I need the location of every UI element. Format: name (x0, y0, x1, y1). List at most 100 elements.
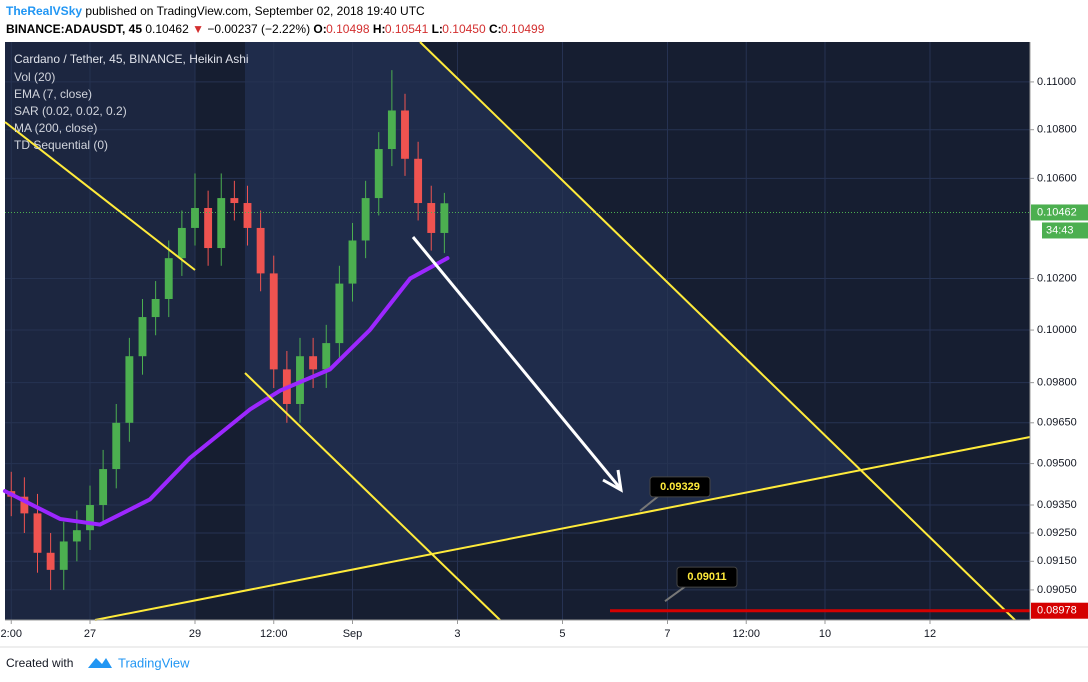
y-tick-label: 0.09800 (1037, 377, 1077, 389)
ohlc-key: C: (489, 22, 502, 36)
candle-body (401, 110, 409, 159)
candle-body (125, 356, 134, 423)
candle-body (361, 198, 370, 241)
ohlc-key: O: (313, 22, 327, 36)
callout-pointer (664, 584, 688, 602)
trend-line (244, 372, 501, 621)
candle-body (86, 505, 94, 531)
ohlc: O: 0.10498 H: 0.10541 L: 0.10450 C: 0.10… (313, 22, 544, 36)
legend-entry: MA (200, close) (14, 121, 97, 135)
legend-entry: SAR (0.02, 0.02, 0.2) (14, 104, 127, 118)
candle-body (322, 343, 331, 370)
last: 0.10462 (145, 22, 189, 36)
x-tick-label: 2:00 (1, 628, 22, 640)
ohlc-value: 0.10498 (326, 22, 370, 36)
candle-body (374, 149, 383, 199)
candle-body (440, 203, 449, 233)
brand[interactable]: TradingView (118, 655, 190, 670)
candle-body (177, 227, 186, 259)
x-tick-label: 12 (924, 628, 936, 640)
x-tick-label: 12:00 (260, 628, 288, 640)
candle-body (335, 283, 344, 344)
shade (5, 42, 195, 620)
candle-body (46, 552, 55, 570)
callout-box (676, 566, 738, 588)
y-tick-label: 0.10200 (1037, 272, 1077, 284)
ohlc-key: L: (431, 22, 443, 36)
y-tick-label: 0.09050 (1037, 584, 1077, 596)
y-tick-label: 0.10000 (1037, 324, 1077, 336)
x-tick-label: 10 (819, 628, 831, 640)
published: published on TradingView.com, September … (85, 4, 425, 18)
candle-body (204, 207, 213, 249)
x-tick-label: Sep (343, 628, 363, 640)
candle-body (191, 207, 199, 228)
y-tick-label: 0.09350 (1037, 499, 1077, 511)
arrow (411, 236, 623, 493)
callout-box (649, 476, 711, 498)
trend-line (419, 41, 1016, 621)
candle-body (59, 541, 68, 570)
candle-body (138, 317, 147, 357)
y-tick-label: 0.09150 (1037, 555, 1077, 567)
alert-tag-label: 0.08978 (1037, 605, 1077, 617)
x-tick-label: 27 (84, 628, 96, 640)
candle-body (99, 469, 108, 506)
candle-body (20, 496, 29, 514)
candle-body (230, 198, 239, 204)
countdown-label: 34:43 (1046, 224, 1074, 236)
candle-body (348, 240, 357, 284)
ohlc-key: H: (372, 22, 386, 36)
shade (245, 42, 861, 591)
legend-entry: TD Sequential (0) (14, 138, 108, 152)
candle-body (164, 258, 173, 299)
price-tag-label: 0.10462 (1037, 206, 1077, 218)
countdown-tag (1042, 222, 1088, 239)
y-tick-label: 0.10800 (1037, 124, 1077, 136)
candle-body (7, 491, 16, 497)
plot-bg (5, 42, 1030, 620)
y-tick-label: 0.10600 (1037, 172, 1077, 184)
callout-label: 0.09329 (660, 481, 700, 493)
y-tick-label: 0.09250 (1037, 527, 1077, 539)
change: −0.00237 (−2.22%) (207, 22, 311, 36)
candle-body (112, 422, 121, 470)
candle-body (427, 203, 436, 233)
arrow-head (602, 469, 623, 493)
author[interactable]: TheRealVSky (6, 4, 83, 18)
candle-body (243, 203, 252, 228)
candle-body (414, 158, 423, 204)
candle-body (269, 273, 278, 370)
candle-body (33, 513, 42, 553)
candle-body (296, 356, 304, 404)
ohlc-value: 0.10541 (384, 22, 429, 36)
y-tick-label: 0.09650 (1037, 417, 1077, 429)
y-tick-label: 0.09500 (1037, 457, 1077, 469)
candle-body (217, 198, 226, 249)
header-line: TheRealVSky published on TradingView.com… (6, 4, 425, 18)
arrow-shaft (411, 236, 622, 489)
candle-body (256, 227, 265, 274)
callout-label: 0.09011 (687, 571, 726, 583)
x-tick-label: 29 (189, 628, 201, 640)
symbol-line: BINANCE:ADAUSDT, 45 0.10462 ▼ −0.00237 (… (6, 22, 544, 36)
ohlc-value: 0.10499 (501, 22, 545, 36)
arrow: ▼ (192, 22, 204, 36)
candle-body (282, 369, 291, 404)
callout-pointer (639, 494, 661, 512)
trend-line (4, 121, 196, 271)
drawings (4, 41, 1031, 621)
legend-entry: Vol (20) (14, 70, 55, 84)
chart-title: Cardano / Tether, 45, BINANCE, Heikin As… (14, 52, 249, 66)
candle-body (309, 356, 318, 370)
candle-body (151, 298, 160, 318)
y-tick-label: 0.11000 (1037, 76, 1076, 88)
price-tag (1031, 204, 1088, 221)
ma-line (2, 256, 450, 527)
x-tick-label: 3 (454, 628, 460, 640)
ohlc-value: 0.10450 (442, 22, 486, 36)
candle-body (72, 530, 81, 542)
x-tick-label: 5 (559, 628, 565, 640)
